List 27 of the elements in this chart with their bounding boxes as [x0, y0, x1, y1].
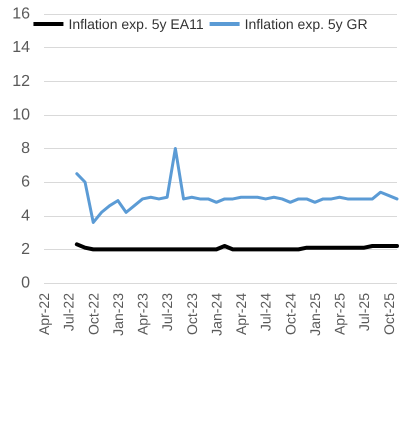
y-tick-label: 0 [21, 274, 30, 292]
y-tick-label: 16 [12, 6, 30, 22]
y-tick-label: 2 [21, 240, 30, 258]
x-tick-label: Apr-25 [332, 292, 348, 336]
y-tick-label: 6 [21, 174, 30, 191]
legend-label: Inflation exp. 5y GR [244, 16, 368, 32]
x-tick-label: Jan-23 [110, 292, 126, 336]
y-tick-label: 12 [12, 72, 30, 90]
x-tick-label: Jul-25 [356, 292, 372, 332]
x-tick-label: Oct-24 [282, 292, 298, 336]
x-tick-label: Oct-23 [184, 292, 200, 336]
x-tick-label: Jul-24 [258, 292, 274, 332]
y-tick-label: 10 [12, 106, 30, 124]
x-tick-label: Jan-24 [208, 292, 224, 336]
x-tick-label: Jul-23 [159, 292, 176, 332]
x-tick-label: Jul-22 [60, 292, 77, 332]
x-tick-label: Oct-22 [85, 292, 102, 336]
line-series [75, 147, 398, 224]
x-tick-label: Apr-24 [233, 292, 250, 336]
y-tick-label: 4 [21, 207, 30, 224]
x-tick-label: Apr-22 [36, 292, 52, 336]
x-tick-label: Oct-25 [380, 292, 397, 336]
y-tick-label: 8 [21, 140, 30, 157]
x-tick-label: Jan-25 [306, 292, 323, 336]
legend-label: Inflation exp. 5y EA11 [68, 16, 204, 32]
x-tick-label: Apr-23 [134, 292, 151, 336]
y-tick-label: 14 [12, 39, 30, 56]
